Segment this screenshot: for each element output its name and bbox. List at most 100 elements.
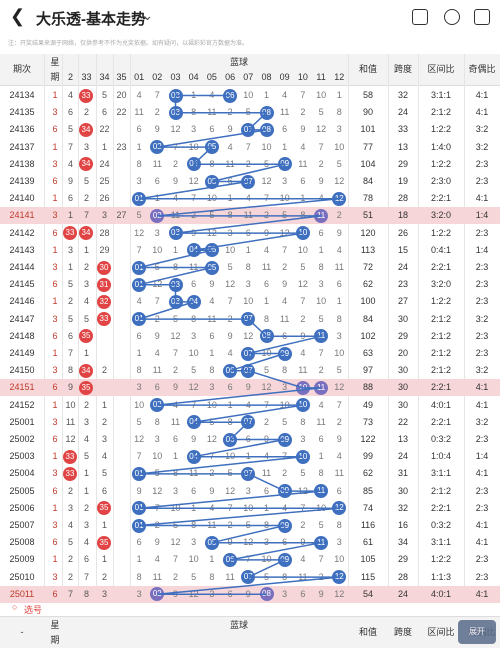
zone-ratio: 1:1:3	[430, 571, 452, 582]
miss-count: 8	[227, 416, 233, 427]
front-cell: 7	[67, 588, 73, 599]
table-row: 24138 3 4 34 24 8 11 2 04 8 11 2 5 09 11 2 5 104 29 1:2:2 2:…	[0, 156, 500, 173]
miss-count: 7	[300, 296, 306, 307]
front-cell: 5	[67, 537, 73, 548]
blue-col-10: 10	[297, 72, 308, 82]
front-cell: 6	[52, 485, 58, 496]
sum-value: 62	[362, 279, 373, 290]
front-cell: 2	[67, 485, 73, 496]
front-cell: 1	[52, 502, 58, 513]
share-icon[interactable]	[444, 9, 460, 25]
miss-count: 4	[300, 141, 306, 152]
sum-value: 61	[362, 537, 373, 548]
pick-row[interactable]: ○ 选号	[0, 600, 500, 616]
zone-ratio: 1:4:0	[430, 141, 452, 152]
front-cell: 7	[83, 210, 89, 221]
front-ball: 33	[63, 449, 77, 464]
issue-number: 25002	[9, 434, 35, 444]
miss-count: 11	[170, 210, 181, 221]
front-cell: 1	[83, 485, 89, 496]
front-cell: 9	[67, 382, 73, 393]
col-star: 星	[50, 57, 60, 67]
issue-number: 24138	[9, 158, 35, 169]
miss-count: 10	[152, 451, 163, 462]
odd-even-ratio: 4:1	[475, 588, 489, 599]
miss-count: 11	[261, 468, 272, 479]
zone-ratio: 1:0:4	[430, 451, 452, 462]
miss-count: 6	[318, 227, 324, 238]
blue-ball: 09	[277, 157, 292, 172]
miss-count: 3	[154, 434, 160, 444]
radio-icon[interactable]: ○	[12, 602, 18, 612]
blue-col-07: 07	[243, 72, 254, 82]
miss-count: 2	[318, 158, 324, 169]
sum-value: 90	[362, 107, 373, 118]
front-ball: 34	[79, 157, 93, 172]
sum-value: 115	[360, 571, 376, 582]
zone-ratio: 1:2:2	[430, 296, 452, 307]
blue-ball: 01	[132, 312, 147, 327]
settings-icon[interactable]	[474, 9, 490, 25]
miss-count: 9	[154, 124, 160, 135]
front-cell: 1	[52, 451, 58, 462]
table-row: 24142 6 33 34 28 12 3 03 9 12 3 6 9 12 10 6 9 120 26 1:2:2 2…	[0, 225, 500, 242]
footer-span: 跨度	[393, 627, 412, 637]
miss-count: 8	[318, 262, 324, 272]
front-cell: 6	[101, 107, 107, 118]
zone-ratio: 1:2:2	[430, 227, 452, 238]
front-ball: 33	[97, 312, 111, 327]
miss-count: 6	[227, 382, 233, 393]
expand-button[interactable]: 展开	[458, 620, 496, 644]
miss-count: 8	[282, 365, 288, 376]
miss-count: 3	[263, 537, 269, 548]
miss-count: 8	[209, 571, 215, 582]
span-value: 20	[397, 348, 408, 358]
odd-even-ratio: 2:3	[475, 176, 489, 186]
sum-value: 100	[360, 296, 376, 307]
back-arrow-icon[interactable]: ❮	[10, 6, 26, 26]
filter-icon[interactable]	[412, 9, 428, 25]
table-row: 24139 6 9 5 25 3 6 9 12 05 6 07 12 3 6 9 12 84 19 2:3:0 2:3	[0, 173, 500, 190]
miss-count: 10	[188, 141, 199, 152]
front-cell: 1	[52, 90, 58, 100]
zone-ratio: 2:2:1	[430, 416, 452, 427]
front-cell: 29	[99, 244, 110, 255]
miss-count: 2	[227, 313, 233, 324]
blue-ball: 12	[332, 570, 347, 585]
miss-count: 3	[336, 330, 342, 341]
blue-ball: 01	[132, 466, 147, 481]
table-row: 24152 1 10 2 1 10 02 4 7 10 1 4 7 10 10 4 7 49 30 4:0:1 4:1	[0, 397, 500, 414]
blue-ball: 01	[132, 501, 147, 516]
miss-count: 12	[170, 537, 181, 548]
miss-count: 6	[209, 330, 215, 341]
miss-count: 7	[282, 451, 288, 462]
odd-even-ratio: 4:1	[475, 468, 489, 479]
odd-even-ratio: 2:3	[475, 554, 489, 565]
front-cell: 1	[52, 296, 58, 307]
blue-ball: 11	[314, 208, 329, 223]
front-cell: 1	[83, 468, 89, 479]
miss-count: 7	[245, 554, 251, 565]
front-cell: 4	[67, 158, 73, 169]
miss-count: 3	[245, 279, 251, 290]
grid-line	[418, 54, 419, 600]
chevron-down-icon[interactable]: ⌄	[142, 8, 153, 23]
miss-count: 2	[154, 107, 160, 118]
odd-even-ratio: 3:2	[475, 365, 489, 376]
front-cell: 9	[67, 176, 73, 186]
miss-count: 10	[206, 399, 217, 410]
issue-number: 24139	[9, 176, 35, 186]
odd-even-ratio: 4:1	[475, 382, 489, 393]
miss-count: 7	[172, 141, 178, 152]
odd-even-ratio: 2:3	[475, 330, 489, 341]
blue-ball: 05	[204, 243, 219, 258]
miss-count: 12	[225, 279, 236, 290]
miss-count: 6	[154, 176, 160, 186]
miss-count: 7	[318, 554, 324, 565]
front-cell: 3	[52, 416, 58, 427]
miss-count: 9	[263, 227, 269, 238]
blue-ball: 03	[168, 88, 183, 103]
front-cell: 3	[52, 520, 58, 530]
zone-ratio: 2:1:2	[430, 107, 452, 118]
front-cell: 3	[101, 588, 107, 599]
